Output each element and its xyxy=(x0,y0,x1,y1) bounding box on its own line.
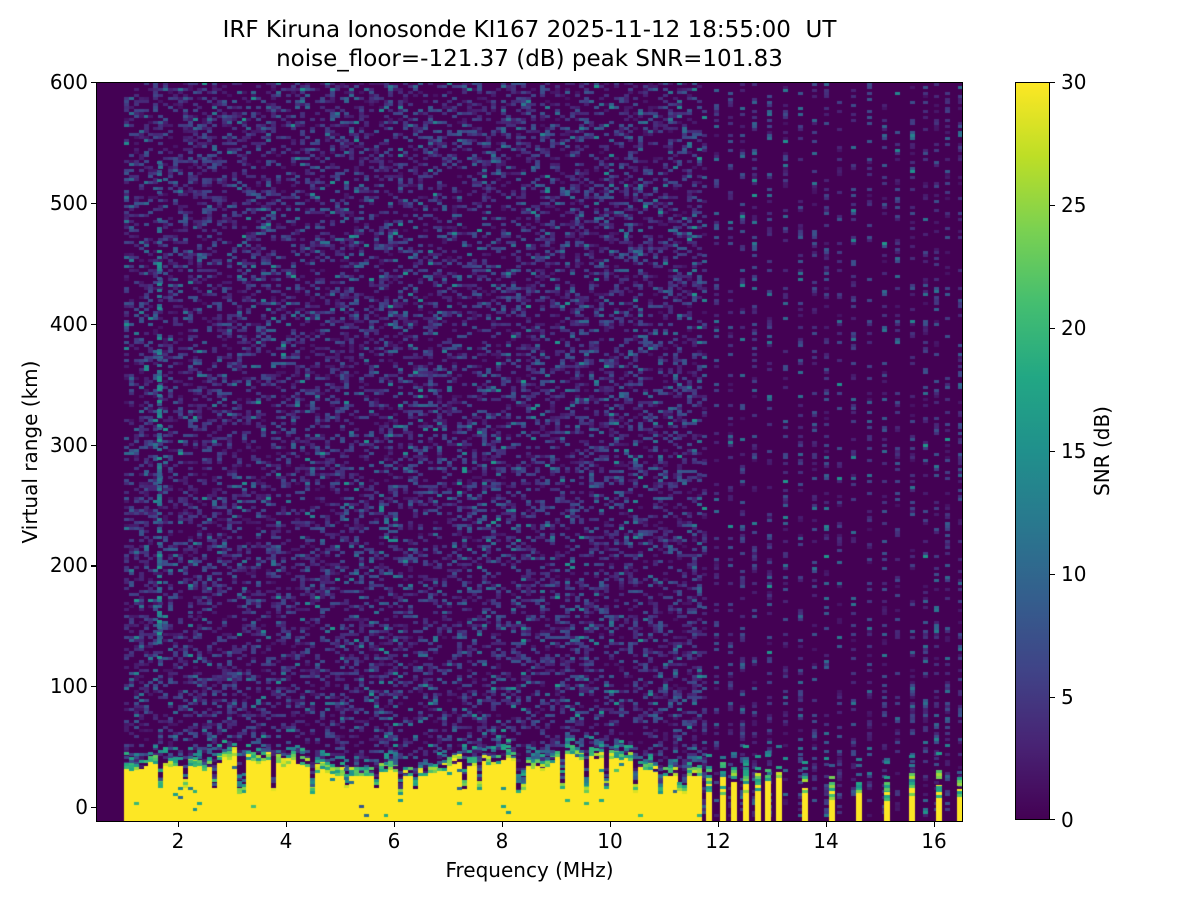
tick-mark xyxy=(502,822,504,827)
tick-mark xyxy=(178,822,180,827)
x-tick-label: 2 xyxy=(171,829,185,853)
x-tick-label: 16 xyxy=(921,829,947,853)
tick-mark xyxy=(1050,697,1055,699)
ionogram-heatmap xyxy=(96,82,963,822)
tick-mark xyxy=(718,822,720,827)
y-tick-label: 0 xyxy=(75,795,88,819)
tick-mark xyxy=(91,807,96,809)
tick-mark xyxy=(91,82,96,84)
x-axis-label: Frequency (MHz) xyxy=(445,858,614,882)
tick-mark xyxy=(286,822,288,827)
y-tick-label: 100 xyxy=(49,674,88,699)
tick-mark xyxy=(91,202,96,205)
colorbar-tick-label: 30 xyxy=(1061,70,1087,94)
x-tick-label: 12 xyxy=(705,829,731,853)
tick-mark xyxy=(934,822,936,827)
tick-mark xyxy=(91,444,96,446)
tick-mark xyxy=(1050,574,1055,576)
x-tick-label: 10 xyxy=(597,829,623,853)
colorbar-tick-label: 10 xyxy=(1061,562,1087,586)
y-tick-label: 600 xyxy=(49,70,88,95)
x-tick-label: 8 xyxy=(495,829,509,853)
plot-title-line1: IRF Kiruna Ionosonde KI167 2025-11-12 18… xyxy=(222,17,837,43)
y-tick-label: 300 xyxy=(49,432,88,457)
tick-mark xyxy=(91,686,96,688)
tick-mark xyxy=(1050,82,1055,84)
colorbar-tick-label: 0 xyxy=(1061,808,1074,832)
tick-mark xyxy=(91,323,96,325)
tick-mark xyxy=(394,822,396,827)
colorbar xyxy=(1015,82,1050,820)
tick-mark xyxy=(826,822,828,827)
y-tick-label: 400 xyxy=(49,311,88,336)
x-tick-label: 6 xyxy=(387,829,401,853)
tick-mark xyxy=(1050,818,1055,820)
y-tick-label: 500 xyxy=(49,190,88,215)
x-tick-label: 4 xyxy=(279,829,293,853)
tick-mark xyxy=(91,565,96,567)
colorbar-label: SNR (dB) xyxy=(1090,406,1114,496)
colorbar-tick-label: 15 xyxy=(1061,439,1087,463)
colorbar-tick-label: 5 xyxy=(1061,685,1074,709)
tick-mark xyxy=(610,822,612,827)
plot-title-line2: noise_floor=-121.37 (dB) peak SNR=101.83 xyxy=(276,46,783,72)
tick-mark xyxy=(1050,328,1055,330)
x-tick-label: 14 xyxy=(813,829,839,853)
colorbar-tick-label: 25 xyxy=(1061,193,1087,217)
tick-mark xyxy=(1050,205,1055,207)
y-tick-label: 200 xyxy=(49,553,88,578)
colorbar-tick-label: 20 xyxy=(1061,316,1087,340)
tick-mark xyxy=(1050,451,1055,453)
